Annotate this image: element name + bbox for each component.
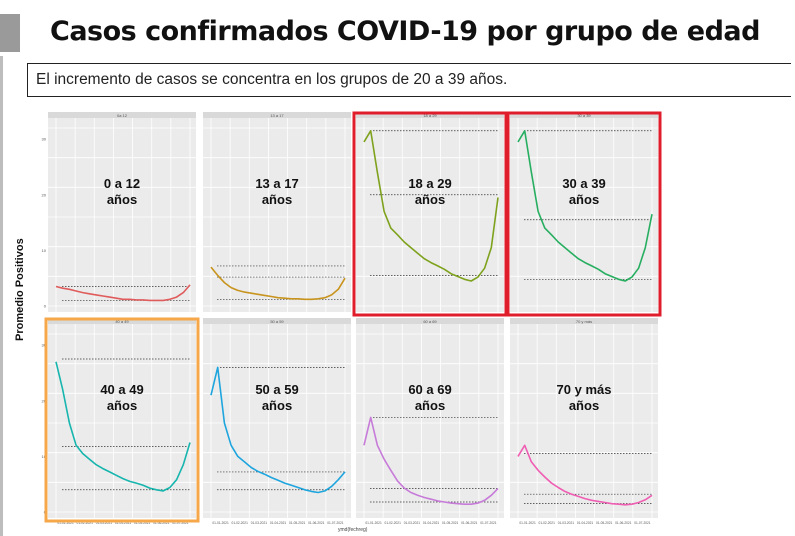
panel-overlay-label: años <box>262 398 292 413</box>
panel-strip-label: 18 a 29 <box>423 113 437 118</box>
x-tick-label: 01-01-2021 <box>57 521 74 525</box>
x-tick-label: 01-06-2021 <box>461 521 478 525</box>
panel-strip-label: 50 a 59 <box>270 319 284 324</box>
x-tick-label: 01-07-2021 <box>480 521 497 525</box>
x-tick-label: 01-06-2021 <box>153 521 170 525</box>
x-tick-label: 01-05-2021 <box>442 521 459 525</box>
x-tick-label: 01-02-2021 <box>539 521 556 525</box>
y-tick-label: 30 <box>42 343 47 348</box>
y-tick-label: 20 <box>42 192 47 197</box>
x-tick-label: 01-05-2021 <box>289 521 306 525</box>
highlight-box <box>44 317 200 523</box>
panel-strip <box>48 318 196 324</box>
panel-overlay-label: 18 a 29 <box>408 176 451 191</box>
series-line <box>517 444 653 506</box>
subtitle-box: El incremento de casos se concentra en l… <box>27 63 791 97</box>
panel-strip <box>356 112 504 118</box>
panel-strip-label: 40 a 49 <box>115 319 129 324</box>
series-line <box>55 284 191 302</box>
x-tick-label: 01-02-2021 <box>232 521 249 525</box>
panel-overlay-label: años <box>262 192 292 207</box>
panel-overlay-label: 50 a 59 <box>255 382 298 397</box>
x-tick-label: 01-01-2021 <box>212 521 229 525</box>
side-accent-line <box>0 56 3 536</box>
subtitle-text: El incremento de casos se concentra en l… <box>36 71 508 88</box>
panel-strip-label: 70 y más <box>576 319 592 324</box>
panel-background <box>203 318 351 518</box>
x-tick-label: 01-04-2021 <box>577 521 594 525</box>
panel-overlay-label: años <box>415 398 445 413</box>
panel-overlay-label: 70 y más <box>557 382 612 397</box>
x-tick-label: 01-04-2021 <box>423 521 440 525</box>
y-tick-label: 10 <box>42 454 47 459</box>
panel-overlay-label: 30 a 39 <box>562 176 605 191</box>
panel-strip <box>510 318 658 324</box>
panel-overlay-label: 60 a 69 <box>408 382 451 397</box>
series-line <box>55 361 191 492</box>
panel-overlay-label: 13 a 17 <box>255 176 298 191</box>
panel-strip-label: 13 a 17 <box>270 113 284 118</box>
panel-background <box>510 112 658 312</box>
series-line <box>210 366 346 494</box>
series-line <box>363 416 499 505</box>
y-tick-label: 0 <box>44 304 47 309</box>
x-tick-label: 01-07-2021 <box>172 521 189 525</box>
x-tick-label: 01-03-2021 <box>404 521 421 525</box>
page-title: Casos confirmados COVID-19 por grupo de … <box>50 16 760 47</box>
panel-strip-label: 60 a 69 <box>423 319 437 324</box>
x-tick-label: 01-01-2021 <box>365 521 382 525</box>
panel-background <box>48 112 196 312</box>
panel-overlay-label: años <box>107 192 137 207</box>
panel-strip-label: 30 a 39 <box>577 113 591 118</box>
y-tick-label: 20 <box>42 398 47 403</box>
panel-strip <box>510 112 658 118</box>
x-tick-label: 01-02-2021 <box>77 521 94 525</box>
series-line <box>210 266 346 301</box>
x-tick-label: 01-02-2021 <box>385 521 402 525</box>
panel-overlay-label: años <box>569 192 599 207</box>
x-tick-label: 01-04-2021 <box>115 521 132 525</box>
panel-overlay-label: años <box>415 192 445 207</box>
panel-strip <box>203 318 351 324</box>
y-tick-label: 30 <box>42 137 47 142</box>
panel-background <box>48 318 196 518</box>
x-tick-label: 01-05-2021 <box>134 521 151 525</box>
side-accent-tab <box>0 14 20 52</box>
panel-overlay-label: 40 a 49 <box>100 382 143 397</box>
panel-strip <box>48 112 196 118</box>
panel-strip <box>203 112 351 118</box>
panel-background <box>356 112 504 312</box>
panel-overlay-label: años <box>107 398 137 413</box>
panel-overlay-label: años <box>569 398 599 413</box>
panel-strip-label: 0a 12 <box>117 113 128 118</box>
x-tick-label: 01-06-2021 <box>615 521 632 525</box>
x-tick-label: 01-07-2021 <box>634 521 651 525</box>
panel-strip <box>356 318 504 324</box>
x-tick-label: 01-05-2021 <box>596 521 613 525</box>
panel-overlay-label: 0 a 12 <box>104 176 140 191</box>
panel-background <box>203 112 351 312</box>
x-tick-label: 01-03-2021 <box>251 521 268 525</box>
x-tick-label: 01-07-2021 <box>327 521 344 525</box>
highlight-box <box>352 111 508 317</box>
panel-background <box>356 318 504 518</box>
x-tick-label: 01-06-2021 <box>308 521 325 525</box>
highlight-box <box>506 111 662 317</box>
x-tick-label: 01-04-2021 <box>270 521 287 525</box>
panel-background <box>510 318 658 518</box>
y-tick-label: 10 <box>42 248 47 253</box>
series-line <box>517 130 653 282</box>
x-tick-label: 01-03-2021 <box>558 521 575 525</box>
series-line <box>363 130 499 282</box>
x-axis-label: ymd(fechreg) <box>338 527 368 533</box>
x-tick-label: 01-01-2021 <box>519 521 536 525</box>
x-tick-label: 01-03-2021 <box>96 521 113 525</box>
